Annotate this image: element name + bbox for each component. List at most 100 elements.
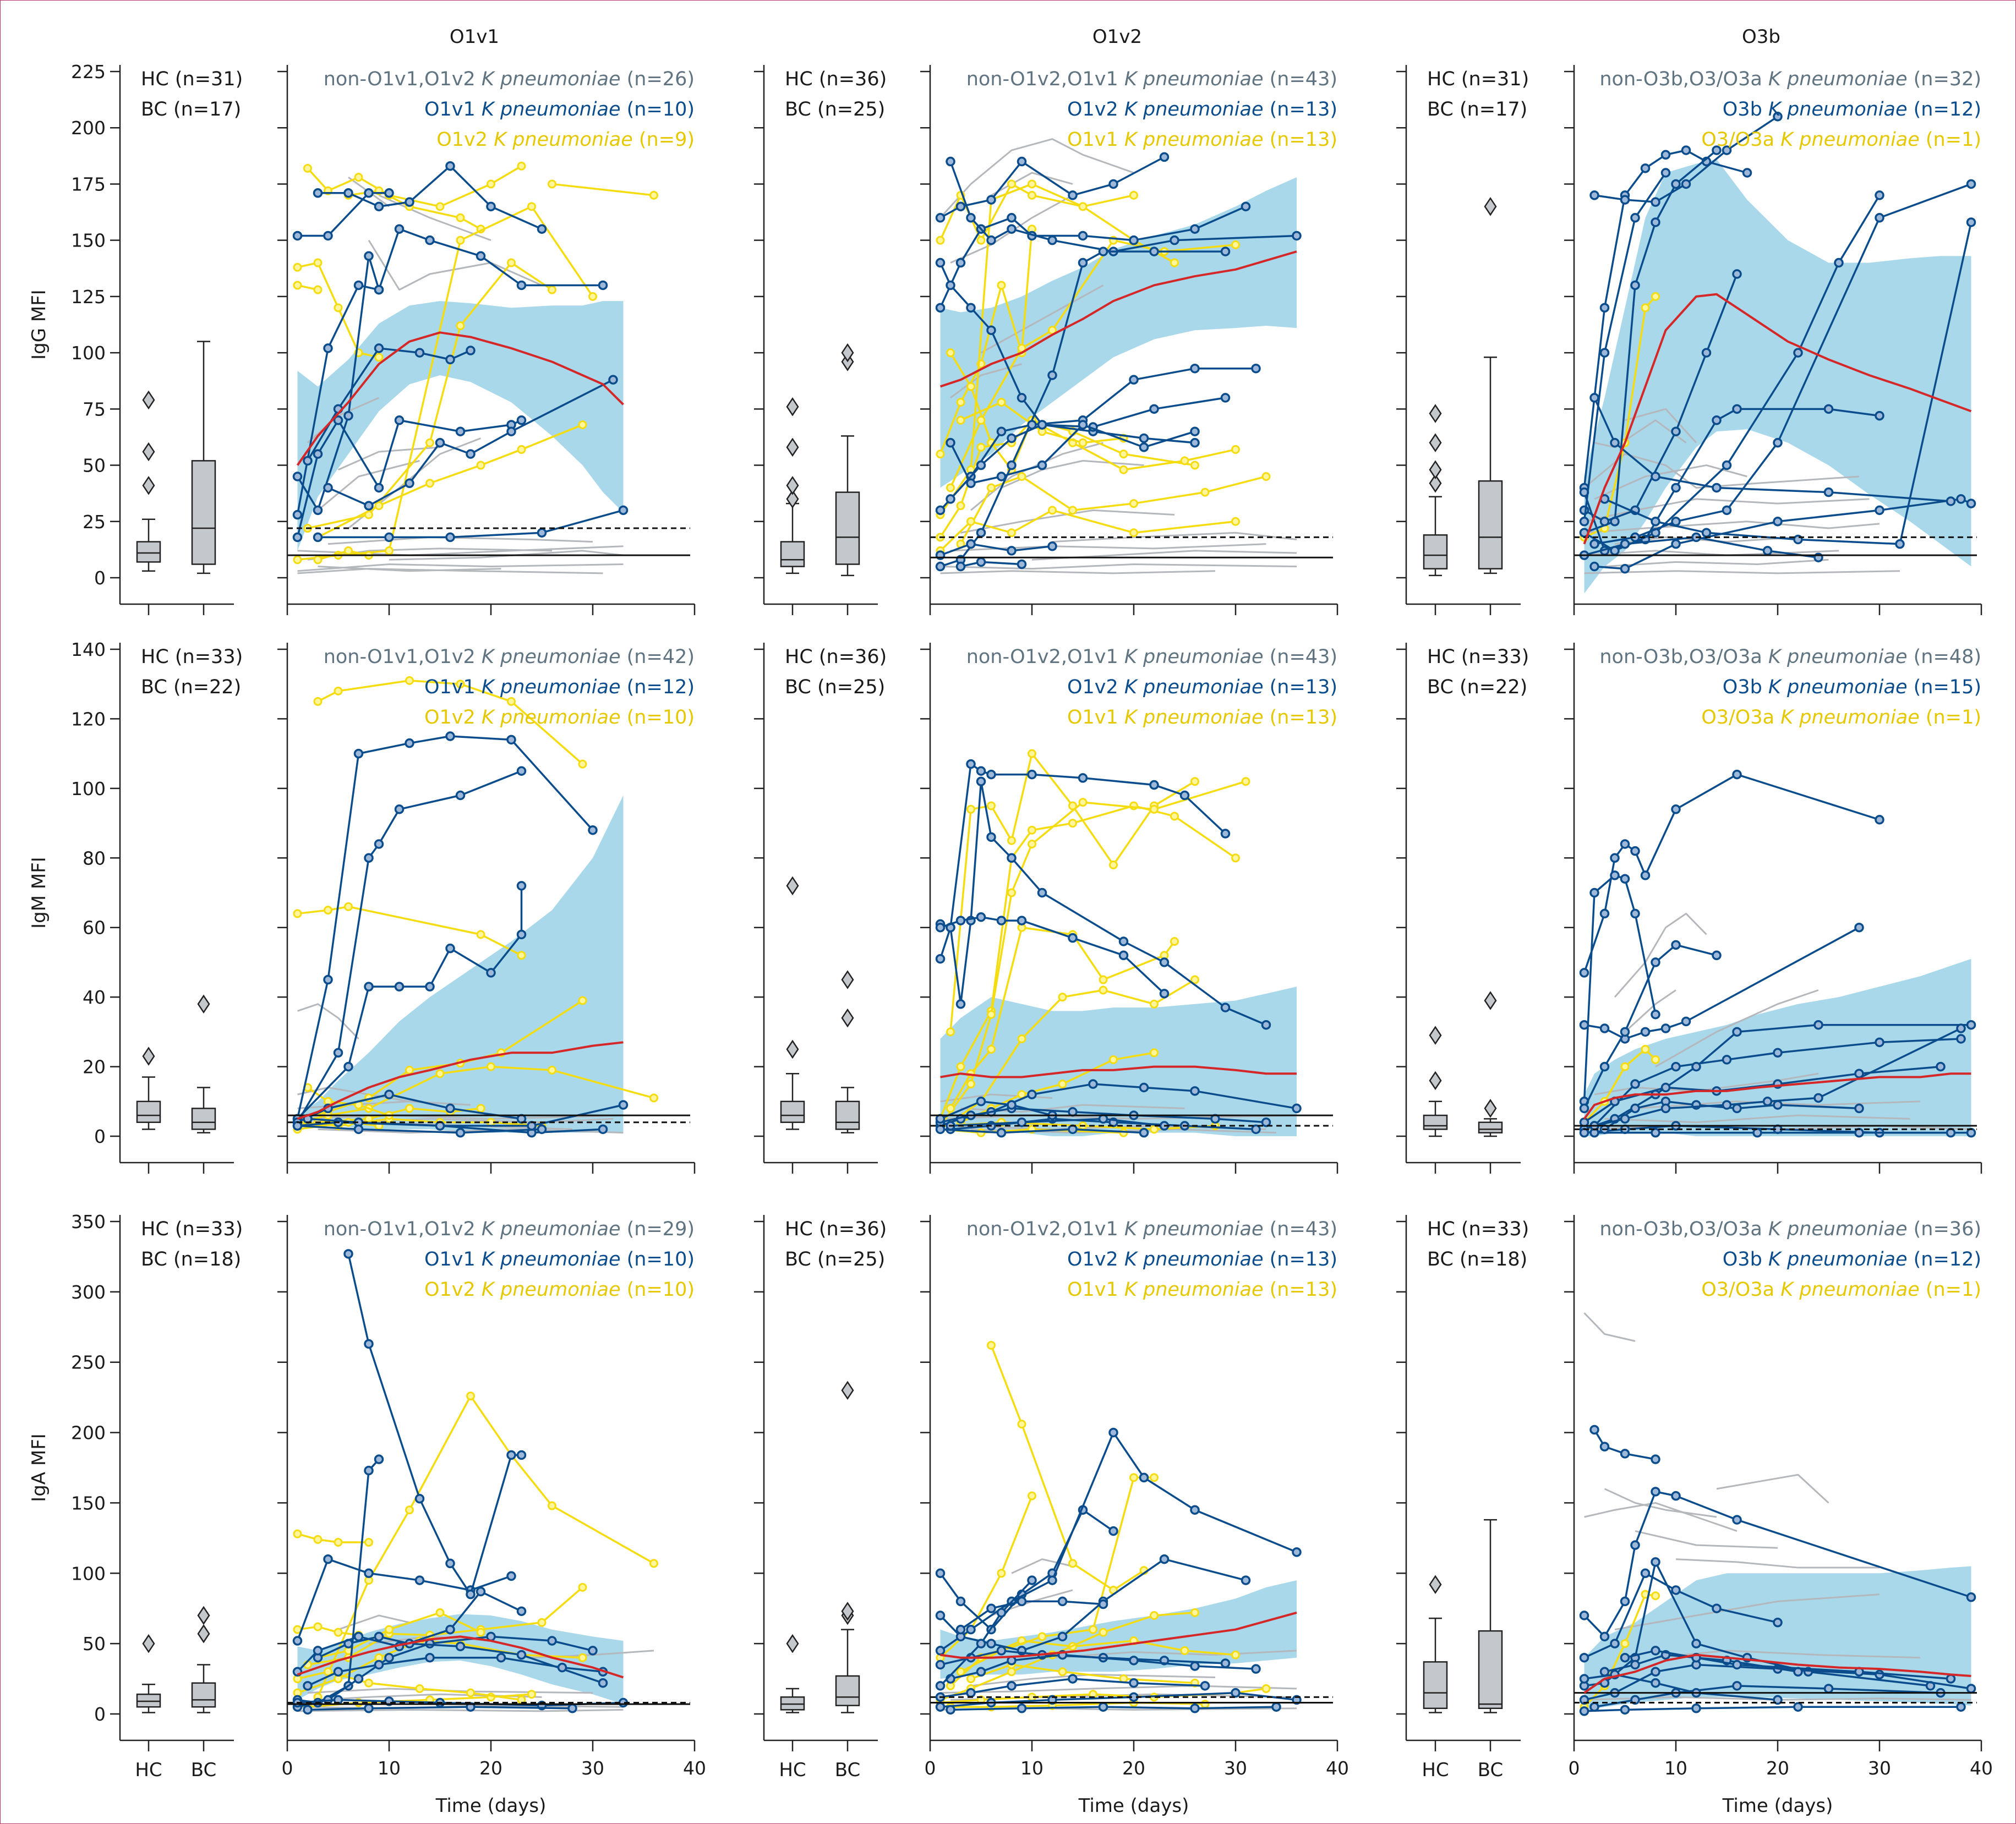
y-axis-label: IgM MFI: [28, 857, 50, 929]
cross-reactive-point: [1017, 1034, 1026, 1043]
matched-isolate-point: [1108, 179, 1118, 189]
matched-isolate-point: [1078, 420, 1088, 430]
matched-isolate-point: [353, 1124, 364, 1135]
cross-reactive-point: [1099, 1628, 1108, 1637]
cross-reactive-point: [1109, 1055, 1118, 1064]
hc-outlier: [1429, 1026, 1442, 1045]
matched-isolate-point: [1660, 150, 1671, 160]
matched-isolate-point: [598, 280, 608, 291]
legend-non-matched: non-O3b,O3/O3a K pneumoniae (n=48): [1599, 646, 1981, 668]
bc-count-label: BC (n=22): [141, 676, 241, 698]
matched-isolate-point: [1732, 769, 1742, 780]
matched-isolate-point: [1823, 1684, 1834, 1694]
other-isolate-line: [337, 446, 440, 471]
matched-isolate-point: [1620, 839, 1630, 849]
matched-isolate-point: [1579, 1652, 1589, 1663]
cross-reactive-point: [517, 161, 526, 171]
hc-outlier: [786, 876, 799, 896]
cross-reactive-point: [548, 179, 556, 189]
matched-isolate-point: [1966, 499, 1976, 508]
matched-isolate-point: [374, 1454, 384, 1464]
matched-isolate-point: [1190, 1505, 1200, 1515]
matched-isolate-point: [1589, 1702, 1599, 1712]
matched-isolate-point: [506, 735, 516, 745]
confidence-band: [940, 987, 1297, 1136]
matched-isolate-point: [1854, 922, 1864, 933]
matched-isolate-line: [939, 780, 1267, 1026]
matched-isolate-point: [1660, 1103, 1671, 1114]
matched-isolate-point: [1599, 1631, 1610, 1642]
timeseries-panel: [1564, 643, 1982, 1174]
cross-reactive-point: [334, 303, 343, 313]
matched-isolate-point: [588, 825, 598, 835]
matched-isolate-point: [384, 1652, 394, 1663]
matched-isolate-point: [1047, 370, 1057, 380]
hc-count-label: HC (n=36): [785, 1218, 887, 1240]
cross-reactive-point: [1641, 303, 1650, 313]
matched-isolate-point: [1068, 933, 1078, 943]
matched-isolate-point: [1732, 1103, 1742, 1114]
cross-reactive-point: [956, 501, 965, 511]
cross-reactive-point: [1150, 804, 1159, 814]
matched-isolate-point: [1620, 195, 1630, 205]
matched-isolate-point: [1599, 1667, 1610, 1677]
cross-reactive-point: [1170, 937, 1179, 946]
matched-isolate-point: [996, 472, 1007, 481]
matched-isolate-point: [1701, 528, 1712, 538]
matched-isolate-point: [598, 1124, 608, 1135]
legend-matched: O1v2 K pneumoniae (n=13): [1067, 1248, 1337, 1270]
matched-isolate-point: [1599, 1061, 1610, 1072]
matched-isolate-point: [445, 731, 455, 741]
matched-isolate-point: [1599, 348, 1610, 358]
matched-isolate-point: [1190, 1704, 1200, 1713]
matched-isolate-line: [939, 156, 1165, 219]
cross-reactive-point: [1150, 1611, 1159, 1620]
matched-isolate-point: [1956, 1702, 1966, 1712]
matched-isolate-point: [353, 1674, 364, 1684]
matched-isolate-point: [946, 494, 955, 504]
legend-matched: O3b K pneumoniae (n=12): [1723, 98, 1981, 120]
matched-isolate-point: [1579, 517, 1589, 527]
y-tick-label: 20: [83, 1056, 106, 1078]
matched-isolate-point: [516, 1650, 527, 1660]
legend-cross: O1v2 K pneumoniae (n=9): [436, 129, 695, 151]
other-isolate-line: [1675, 1558, 1880, 1569]
matched-isolate-point: [516, 1606, 527, 1617]
cross-reactive-point: [966, 804, 975, 814]
matched-isolate-point: [1007, 213, 1017, 223]
cross-reactive-line: [939, 1496, 1033, 1659]
boxplot-panel: [754, 65, 878, 615]
other-isolate-line: [1594, 419, 1687, 448]
matched-isolate-line: [297, 1699, 624, 1707]
matched-isolate-point: [996, 1646, 1007, 1656]
y-tick-label: 150: [71, 1492, 106, 1514]
bc-box: [835, 1675, 860, 1706]
matched-isolate-point: [1773, 1695, 1783, 1705]
matched-isolate-point: [364, 1704, 374, 1713]
matched-isolate-point: [976, 1639, 986, 1648]
cross-reactive-point: [649, 1559, 658, 1568]
matched-isolate-line: [1594, 1685, 1941, 1708]
matched-isolate-point: [1701, 348, 1712, 358]
cross-reactive-point: [1190, 1608, 1199, 1617]
matched-isolate-point: [425, 235, 435, 245]
x-tick-label: 0: [925, 1757, 936, 1779]
cross-reactive-point: [987, 1010, 996, 1019]
matched-isolate-point: [414, 348, 425, 358]
cross-reactive-point: [527, 202, 536, 211]
matched-isolate-point: [1220, 393, 1231, 403]
matched-isolate-point: [976, 766, 986, 776]
cross-reactive-line: [297, 1625, 359, 1636]
matched-isolate-point: [1875, 213, 1884, 223]
matched-isolate-point: [955, 1596, 966, 1607]
matched-isolate-point: [557, 1662, 567, 1673]
cross-reactive-point: [1190, 777, 1199, 786]
matched-isolate-point: [986, 195, 996, 205]
cross-reactive-point: [435, 1608, 445, 1617]
cross-reactive-line: [939, 229, 1033, 454]
cross-reactive-point: [476, 1104, 485, 1113]
cross-reactive-point: [385, 546, 394, 555]
x-tick-label: 40: [1326, 1757, 1349, 1779]
y-axis-label: IgG MFI: [28, 289, 50, 360]
matched-isolate-point: [1589, 1425, 1599, 1435]
